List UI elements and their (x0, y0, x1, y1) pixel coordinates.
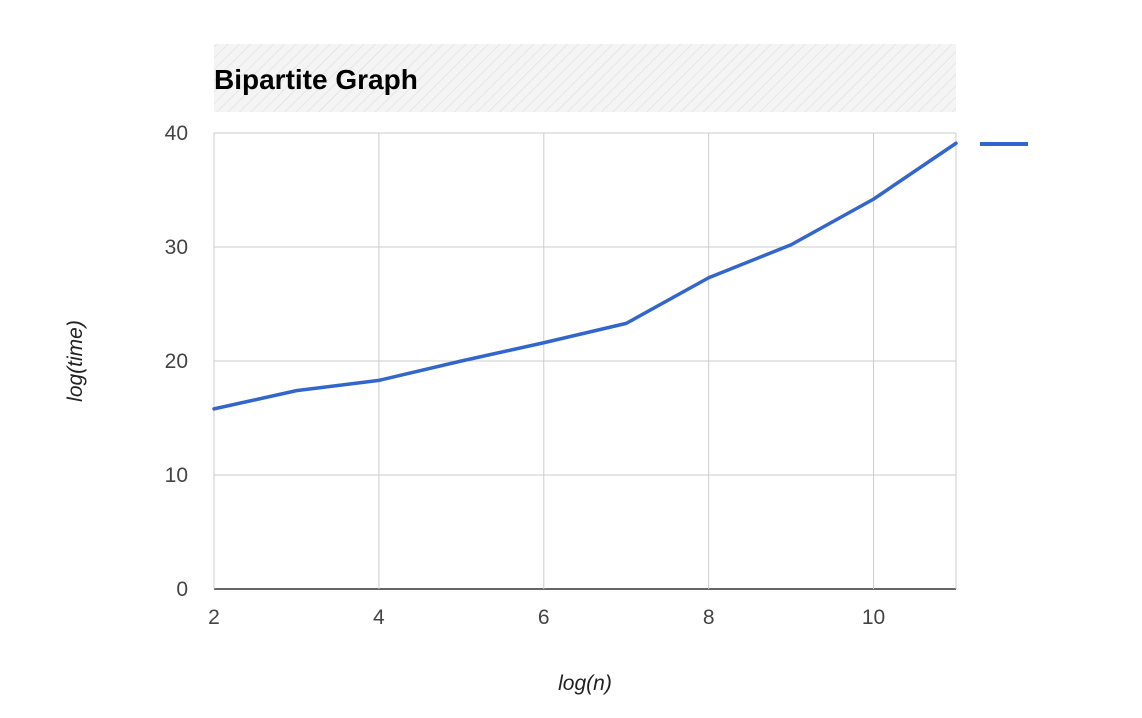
x-tick-label: 4 (373, 606, 385, 629)
x-tick-label: 8 (703, 606, 715, 629)
chart-title: Bipartite Graph (214, 64, 418, 95)
y-tick-label: 30 (165, 236, 188, 259)
x-tick-label: 6 (538, 606, 550, 629)
gridlines (213, 132, 957, 590)
tick-labels: 0 10 20 30 40 2 4 6 8 10 (165, 122, 886, 629)
y-tick-label: 40 (165, 122, 188, 145)
x-tick-label: 10 (862, 606, 885, 629)
x-tick-label: 2 (208, 606, 220, 629)
y-tick-label: 20 (165, 350, 188, 373)
y-tick-label: 10 (165, 464, 188, 487)
y-tick-label: 0 (176, 578, 188, 601)
series-line (212, 141, 958, 411)
series-group (212, 141, 958, 411)
title-band (214, 44, 956, 112)
y-axis-title: log(time) (64, 320, 87, 402)
x-axis-title: log(n) (558, 672, 612, 695)
